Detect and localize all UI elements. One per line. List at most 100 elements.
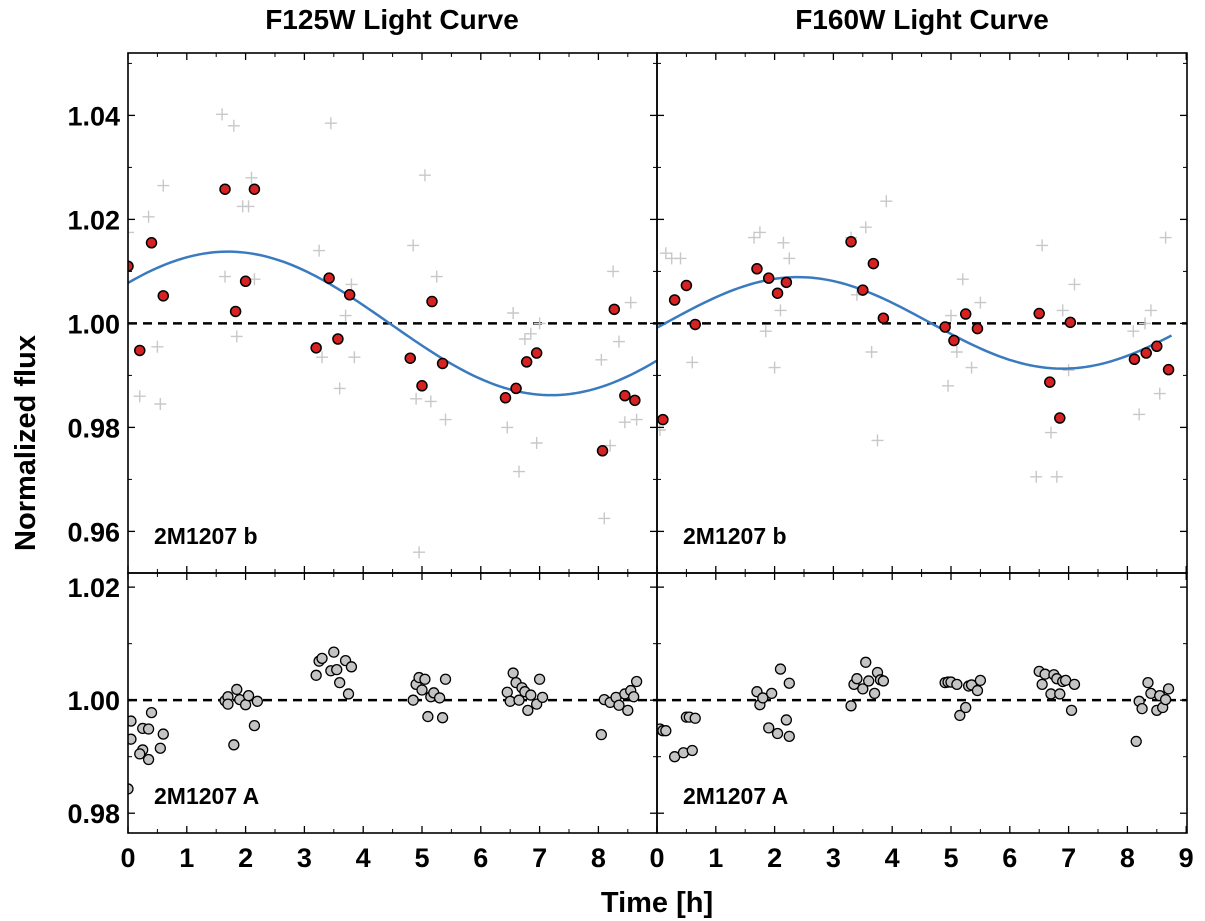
primary-point [1065,704,1078,716]
x-tick-label: 7 [1061,843,1076,873]
primary-point [242,690,255,702]
unbinned-point [624,296,637,309]
unbinned-point [242,200,255,213]
unbinned-point [407,239,420,252]
y-axis-label: Normalized flux [10,335,42,551]
model-curve [657,275,1173,370]
primary-point [613,699,625,711]
binned-point [751,263,763,275]
primary-point [960,701,972,714]
unbinned-point [777,236,790,249]
primary-point [857,683,869,695]
primary-point [951,678,963,690]
primary-point [439,673,452,685]
panels-group: 0.96 0.98 1.00 1.02 1.04 2M1207 b 2M1207 b 0.98… [67,52,1194,873]
primary-point [433,692,446,704]
panel-frame [127,52,658,574]
unbinned-point [880,195,893,208]
unbinned-point [630,413,643,426]
primary-point [334,677,346,689]
x-tick-label: 4 [356,843,371,873]
binned-point [239,275,252,288]
primary-point [536,691,549,703]
unbinned-point [324,117,337,130]
unbinned-point [748,231,761,244]
x-tick-label: 1 [708,843,723,873]
binned-point [1151,340,1163,353]
unbinned-point [1056,304,1069,317]
primary-point [686,744,698,757]
unbinned-point [871,434,884,447]
binned-point [1033,307,1045,320]
unbinned-point [518,333,531,345]
unbinned-point [410,392,423,405]
binned-point [857,284,869,296]
primary-point [783,677,795,689]
unbinned-point [439,413,452,426]
primary-point [310,669,322,681]
primary-point [860,656,872,668]
primary-point [316,652,328,664]
primary-point [345,661,358,673]
binned-point [343,289,356,301]
primary-point [1054,688,1066,700]
binned-point [323,272,335,284]
unbinned-point [783,252,796,265]
binned-point [145,237,158,249]
primary-point [845,700,857,712]
unbinned-point [530,437,543,449]
primary-point [128,733,137,745]
x-tick-label: 9 [1179,843,1194,873]
unbinned-point [965,361,978,374]
primary-point [771,727,784,740]
binned-point [1054,412,1066,424]
unbinned-point [674,252,687,265]
binned-point [530,347,543,359]
unbinned-point [533,317,546,330]
unbinned-point [227,119,240,132]
primary-point [507,667,519,679]
primary-point [525,689,537,701]
binned-point [680,279,693,292]
primary-point [1162,683,1175,695]
primary-point [1159,693,1172,706]
binned-point [668,294,681,306]
unbinned-point [128,226,134,239]
primary-point [1142,677,1154,689]
binned-point [416,380,428,392]
unbinned-point [607,265,620,278]
binned-point [520,356,533,368]
unbinned-point [956,273,969,286]
primary-point [328,646,340,658]
binned-point [1162,363,1175,376]
unbinned-point [1144,304,1157,317]
x-tick-label: 0 [120,843,135,873]
binned-point [948,334,960,347]
unbinned-point [950,346,963,358]
data-layer [128,646,657,795]
data-layer [657,656,1187,763]
primary-point [248,719,261,732]
unbinned-point [1159,231,1172,244]
data-layer [657,195,1187,483]
primary-point [419,673,431,685]
unbinned-point [216,108,229,121]
binned-point [436,357,449,370]
primary-point [1130,735,1142,748]
binned-point [128,260,134,272]
primary-point [628,691,640,703]
unbinned-point [230,330,243,343]
x-tick-label: 5 [414,843,429,873]
x-tick-label: 3 [826,843,841,873]
primary-point [231,683,243,696]
binned-point [229,305,242,318]
unbinned-point [513,465,526,478]
unbinned-point [604,439,617,452]
unbinned-point [686,356,699,369]
primary-point [877,675,890,687]
binned-point [510,382,522,395]
unbinned-point [133,390,146,403]
unbinned-point [430,270,443,283]
unbinned-point [942,379,955,392]
primary-point [142,753,155,766]
